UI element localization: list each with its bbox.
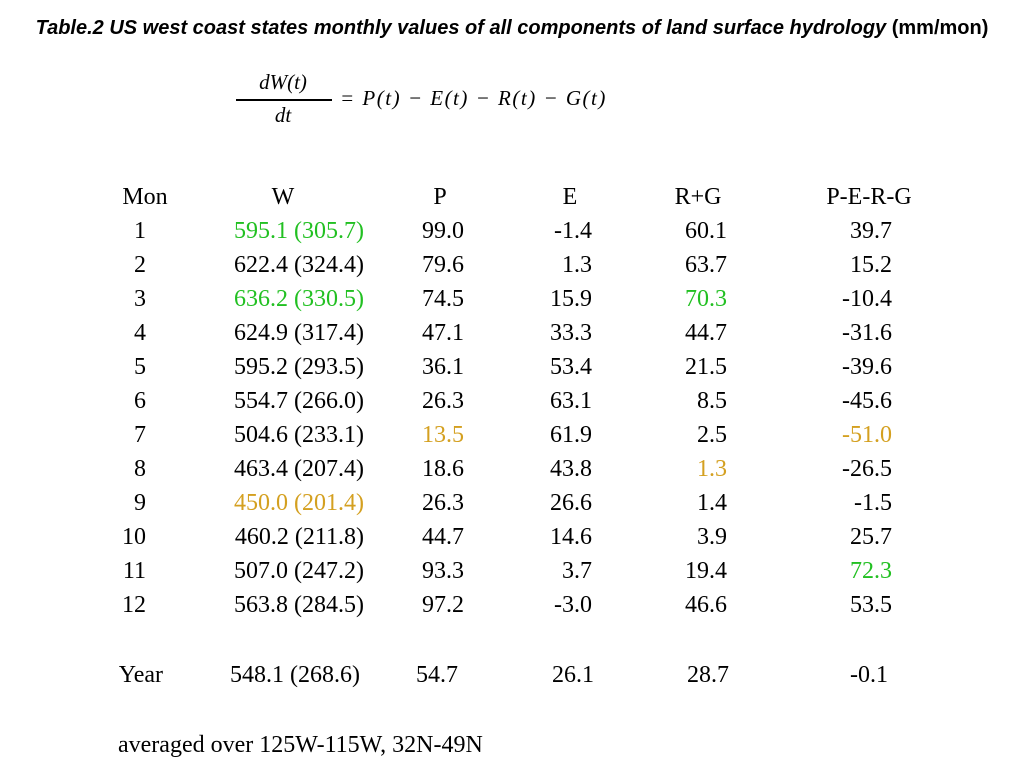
- table-cell-rg: 46.6: [685, 592, 727, 618]
- fraction-bar: [236, 99, 332, 101]
- table-cell-rg: 60.1: [685, 218, 727, 244]
- table-cell-perg: -45.6: [842, 388, 892, 414]
- table-cell-w: 504.6 (233.1): [234, 422, 364, 448]
- table-cell-w: 595.2 (293.5): [234, 354, 364, 380]
- table-cell-e: 43.8: [550, 456, 592, 482]
- table-cell-perg: -51.0: [842, 422, 892, 448]
- table-cell-e: 14.6: [550, 524, 592, 550]
- column-header-p: P: [433, 184, 447, 210]
- year-cell-e: 26.1: [552, 662, 594, 688]
- table-cell-rg: 1.3: [697, 456, 727, 482]
- table-cell-p: 93.3: [422, 558, 464, 584]
- table-cell-rg: 2.5: [697, 422, 727, 448]
- table-cell-perg: -10.4: [842, 286, 892, 312]
- table-cell-e: 63.1: [550, 388, 592, 414]
- table-cell-e: 15.9: [550, 286, 592, 312]
- page-title: Table.2 US west coast states monthly val…: [0, 16, 1024, 41]
- table-cell-perg: -26.5: [842, 456, 892, 482]
- table-cell-w: 624.9 (317.4): [234, 320, 364, 346]
- column-header-rg: R+G: [674, 184, 722, 210]
- table-cell-w: 460.2 (211.8): [234, 524, 364, 550]
- table-cell-e: 61.9: [550, 422, 592, 448]
- footnote: averaged over 125W-115W, 32N-49N: [118, 732, 483, 758]
- table-cell-e: 3.7: [562, 558, 592, 584]
- table-cell-rg: 3.9: [697, 524, 727, 550]
- table-cell-rg: 63.7: [685, 252, 727, 278]
- table-cell-p: 97.2: [422, 592, 464, 618]
- table-cell-mon: 10: [122, 524, 146, 550]
- table-cell-mon: 9: [134, 490, 146, 516]
- table-cell-mon: 3: [134, 286, 146, 312]
- equation-denominator: dt: [274, 103, 292, 127]
- table-cell-p: 36.1: [422, 354, 464, 380]
- table-cell-p: 13.5: [422, 422, 464, 448]
- table-cell-rg: 8.5: [697, 388, 727, 414]
- table-cell-w: 554.7 (266.0): [234, 388, 364, 414]
- year-cell-w: 548.1 (268.6): [230, 662, 360, 688]
- table-cell-p: 99.0: [422, 218, 464, 244]
- table-cell-mon: 8: [134, 456, 146, 482]
- table-cell-mon: 12: [122, 592, 146, 618]
- year-row-label: Year: [118, 662, 163, 688]
- table-cell-perg: -39.6: [842, 354, 892, 380]
- table-cell-w: 450.0 (201.4): [234, 490, 364, 516]
- table-cell-e: -3.0: [554, 592, 592, 618]
- column-header-w: W: [271, 184, 295, 210]
- table-cell-p: 74.5: [422, 286, 464, 312]
- table-cell-w: 622.4 (324.4): [234, 252, 364, 278]
- table-cell-w: 463.4 (207.4): [234, 456, 364, 482]
- equation-rhs: = P(t) − E(t) − R(t) − G(t): [340, 86, 607, 110]
- table-cell-mon: 11: [122, 558, 146, 584]
- table-cell-mon: 2: [134, 252, 146, 278]
- title-unit: (mm/mon): [891, 17, 989, 39]
- table-cell-mon: 6: [134, 388, 146, 414]
- column-header-perg: P-E-R-G: [826, 184, 912, 210]
- title-text: Table.2 US west coast states monthly val…: [35, 17, 887, 39]
- table-cell-w: 563.8 (284.5): [234, 592, 364, 618]
- year-cell-perg: -0.1: [850, 662, 888, 688]
- column-header-e: E: [562, 184, 578, 210]
- table-cell-mon: 1: [134, 218, 146, 244]
- table-cell-mon: 7: [134, 422, 146, 448]
- table-cell-rg: 44.7: [685, 320, 727, 346]
- table-cell-perg: 25.7: [850, 524, 892, 550]
- table-cell-perg: 15.2: [850, 252, 892, 278]
- table-cell-p: 18.6: [422, 456, 464, 482]
- table-cell-p: 79.6: [422, 252, 464, 278]
- year-cell-p: 54.7: [416, 662, 458, 688]
- table-cell-rg: 1.4: [697, 490, 727, 516]
- table-cell-w: 595.1 (305.7): [234, 218, 364, 244]
- table-cell-e: 26.6: [550, 490, 592, 516]
- table-cell-rg: 19.4: [685, 558, 727, 584]
- table-cell-perg: 72.3: [850, 558, 892, 584]
- column-header-mon: Mon: [122, 184, 168, 210]
- table-cell-p: 47.1: [422, 320, 464, 346]
- table-cell-perg: 39.7: [850, 218, 892, 244]
- year-cell-rg: 28.7: [687, 662, 729, 688]
- table-cell-e: 33.3: [550, 320, 592, 346]
- table-cell-w: 507.0 (247.2): [234, 558, 364, 584]
- table-cell-e: 53.4: [550, 354, 592, 380]
- table-cell-e: 1.3: [562, 252, 592, 278]
- table-cell-perg: -31.6: [842, 320, 892, 346]
- equation-numerator: dW(t): [259, 70, 307, 94]
- table-cell-p: 44.7: [422, 524, 464, 550]
- table-cell-rg: 21.5: [685, 354, 727, 380]
- table-cell-mon: 5: [134, 354, 146, 380]
- table-cell-mon: 4: [134, 320, 146, 346]
- table-cell-e: -1.4: [554, 218, 592, 244]
- table-cell-p: 26.3: [422, 490, 464, 516]
- table-cell-perg: -1.5: [854, 490, 892, 516]
- table-cell-p: 26.3: [422, 388, 464, 414]
- table-cell-perg: 53.5: [850, 592, 892, 618]
- table-cell-rg: 70.3: [685, 286, 727, 312]
- table-cell-w: 636.2 (330.5): [234, 286, 364, 312]
